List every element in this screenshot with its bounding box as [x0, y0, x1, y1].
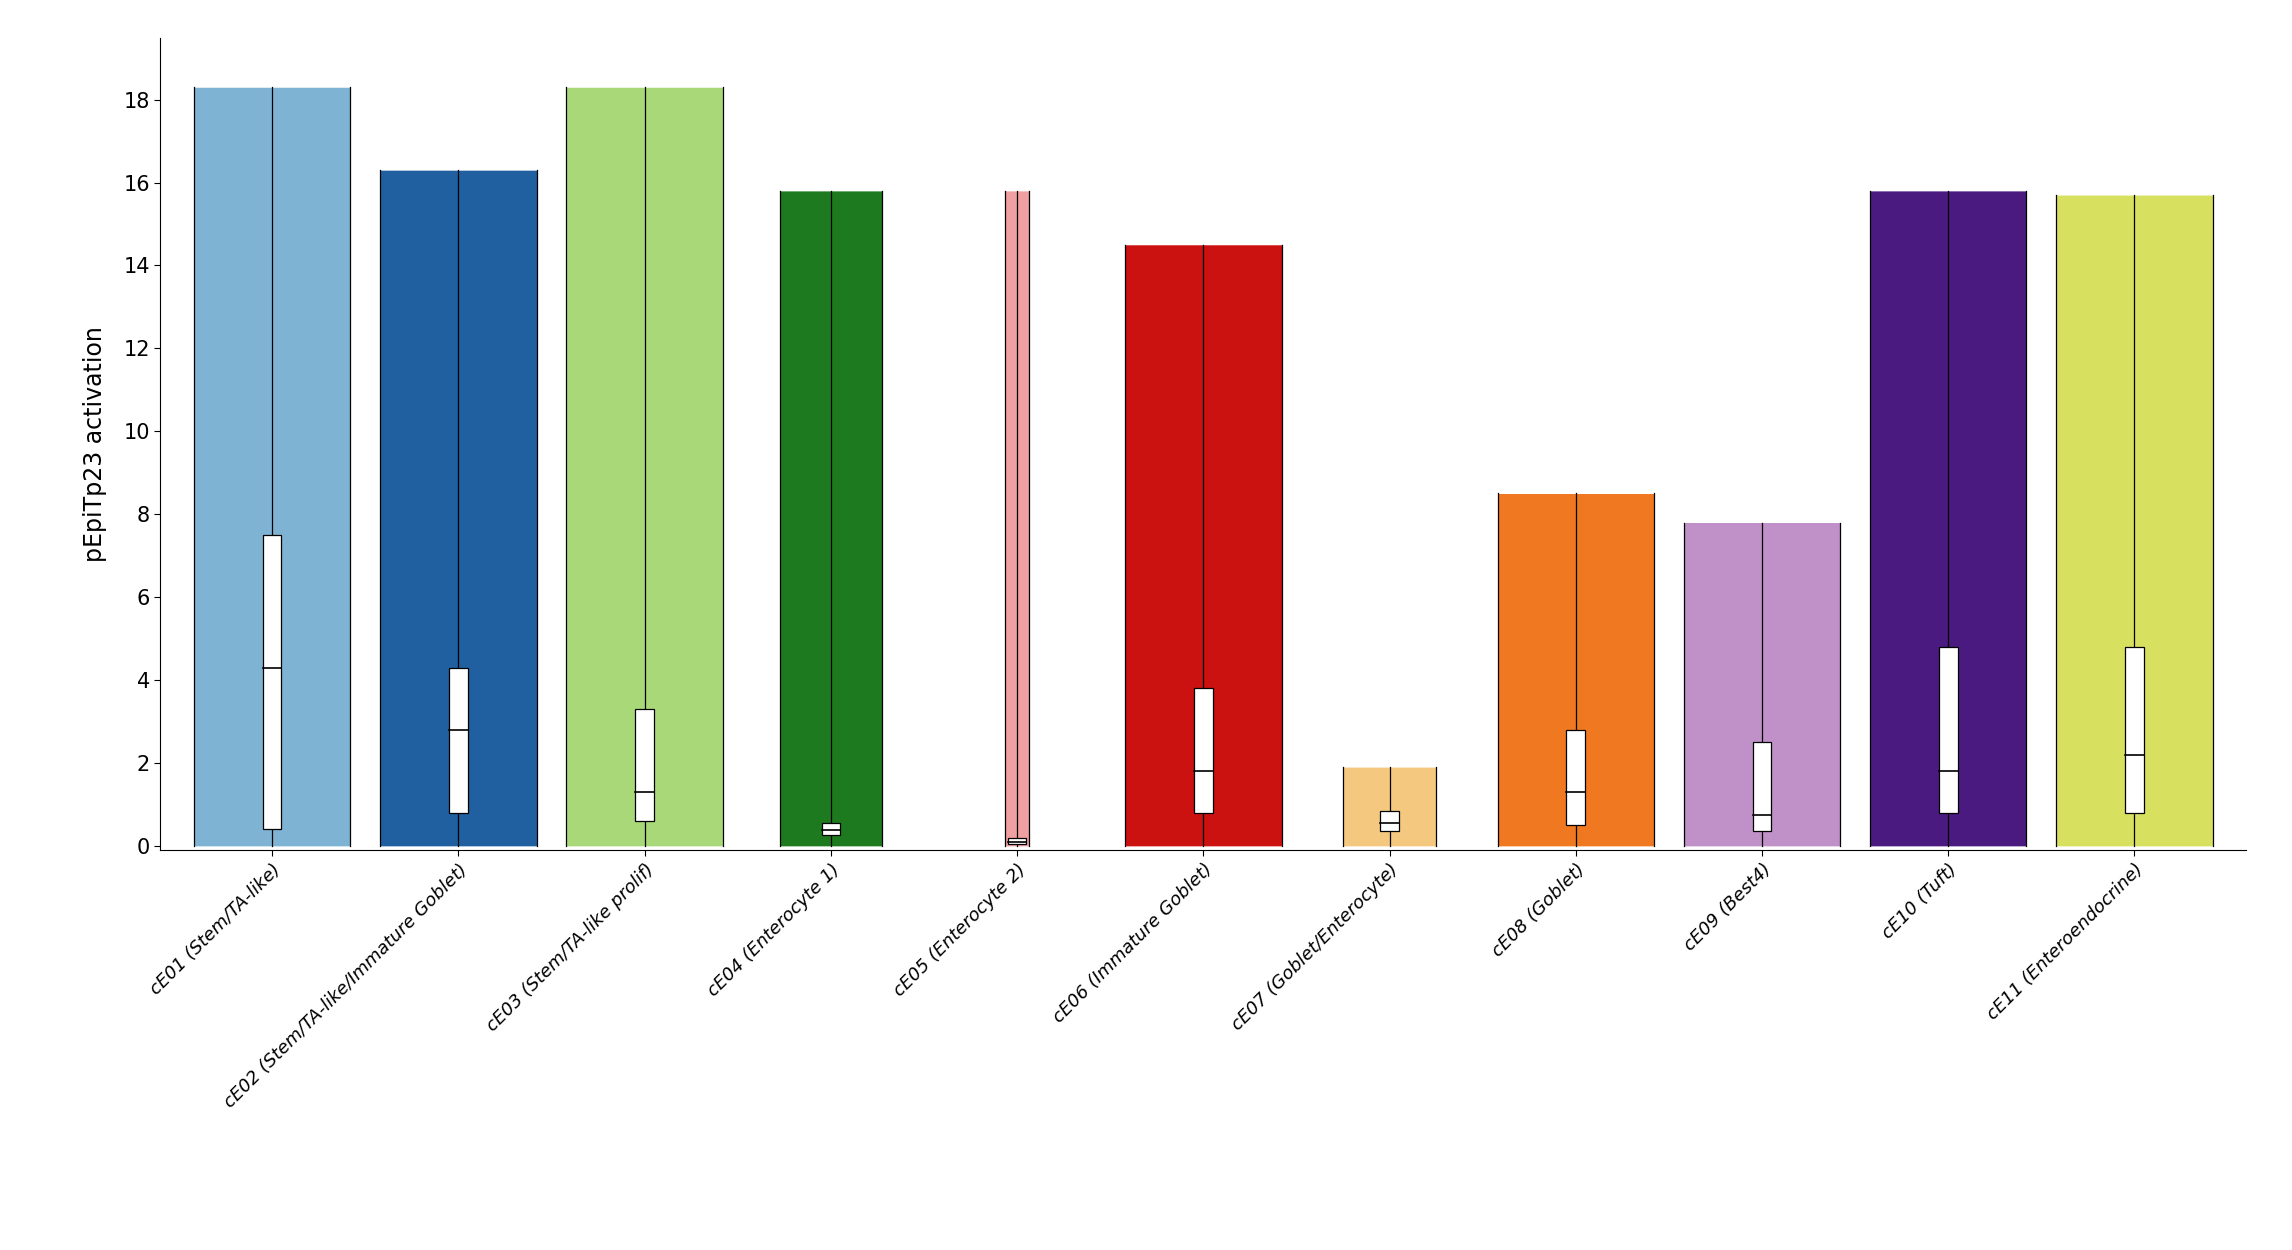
Bar — [1565, 730, 1586, 825]
Bar — [821, 822, 841, 835]
Bar — [1380, 810, 1398, 831]
Bar — [1008, 839, 1027, 844]
Bar — [1753, 742, 1772, 831]
Bar — [2125, 648, 2143, 812]
Bar — [264, 535, 282, 829]
Bar — [1194, 689, 1212, 812]
Bar — [635, 709, 653, 821]
Y-axis label: pEpiTp23 activation: pEpiTp23 activation — [83, 326, 108, 561]
Bar — [449, 668, 468, 812]
Bar — [1939, 648, 1957, 812]
